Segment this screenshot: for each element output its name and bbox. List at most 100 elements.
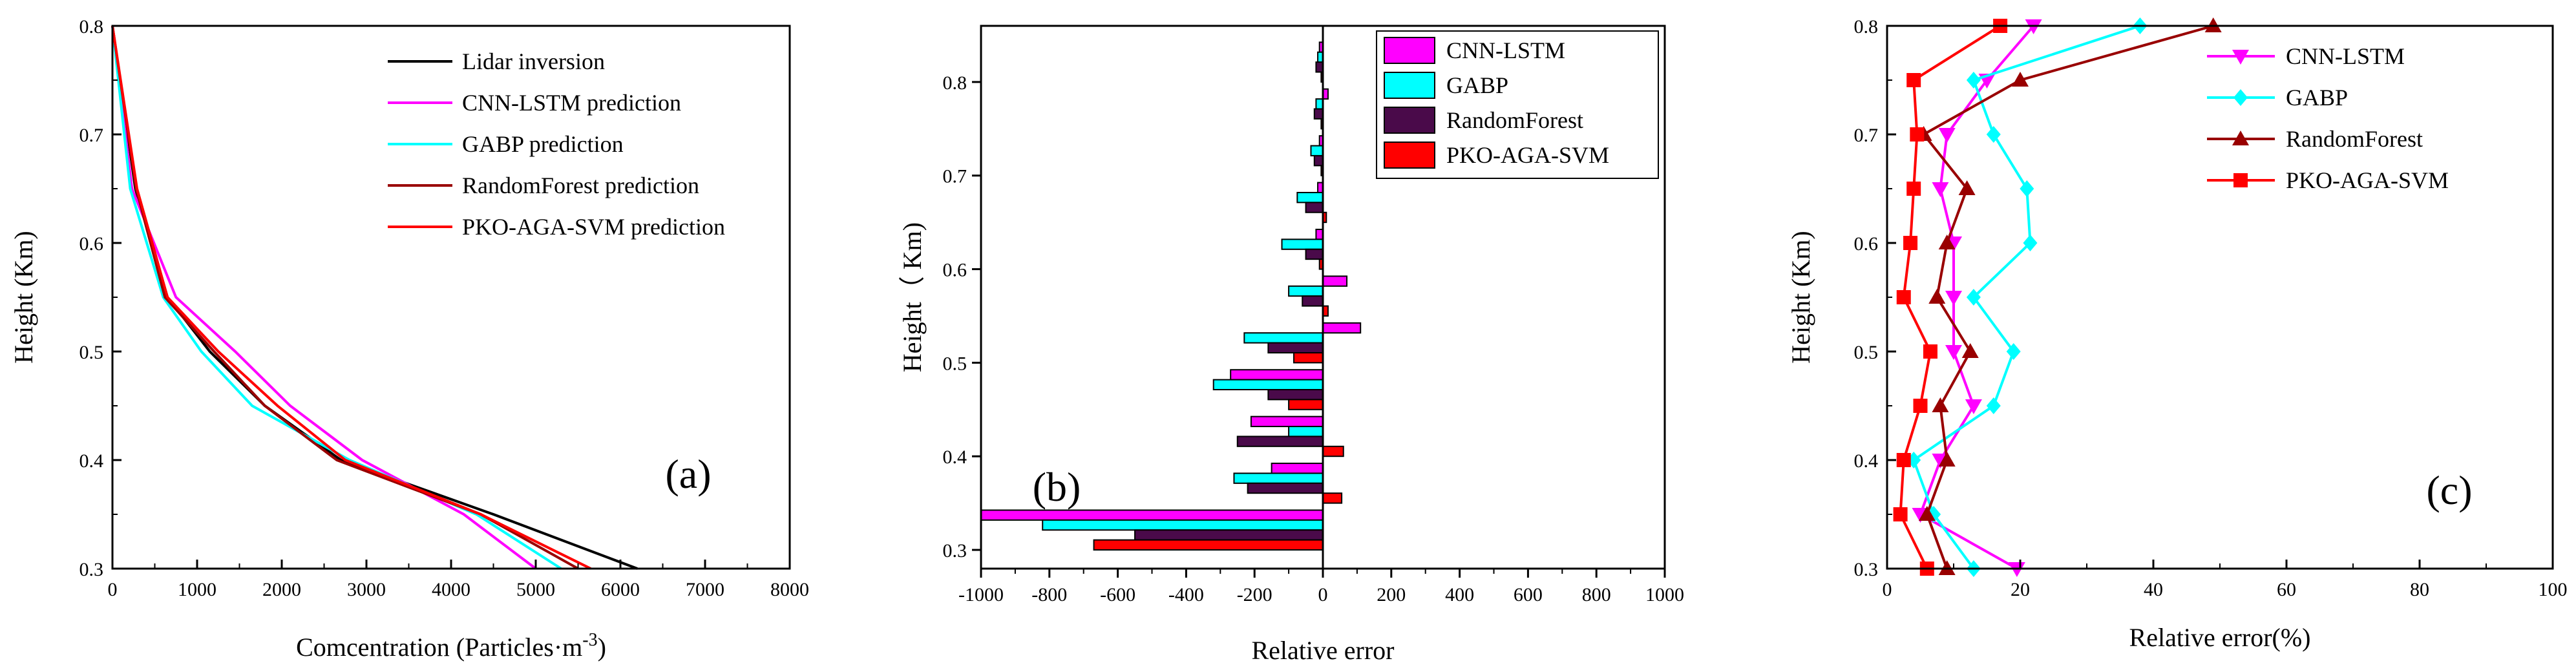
bar: [1093, 539, 1324, 551]
x-tick-label: 80: [2410, 579, 2429, 600]
data-point: [1938, 452, 1956, 467]
data-point: [2023, 235, 2038, 251]
bar: [1322, 275, 1348, 287]
bar: [1313, 108, 1324, 120]
data-point: [2020, 180, 2034, 197]
legend-label: CNN-LSTM: [1446, 37, 1565, 63]
x-tick-label: 100: [2539, 579, 2568, 600]
bar: [1267, 342, 1324, 353]
x-tick-label: 800: [1582, 584, 1611, 605]
x-tick-label: 6000: [601, 579, 640, 600]
data-point: [1896, 453, 1911, 467]
y-tick-label: 0.7: [79, 125, 104, 146]
bar: [1288, 399, 1324, 410]
x-tick-label: 200: [1377, 584, 1406, 605]
bar: [1236, 436, 1324, 447]
data-point: [1938, 128, 1956, 143]
legend-marker: [2232, 50, 2249, 65]
data-point: [1938, 235, 1956, 249]
x-tick-label: 4000: [432, 579, 470, 600]
y-tick-label: 0.4: [79, 450, 104, 472]
y-tick-label: 0.5: [1854, 342, 1879, 363]
legend-label: CNN-LSTM prediction: [462, 90, 681, 116]
data-point: [1906, 73, 1921, 87]
panel-c-x-ticks: 0 20 40 60 80 100: [1883, 560, 2568, 600]
data-point: [1923, 344, 1937, 359]
data-point: [1986, 126, 2001, 143]
panel-a-x-ticks: 0 1000 2000 3000 4000 5000 6000 7000 8000: [108, 560, 809, 600]
bar: [1296, 191, 1324, 204]
bar: [1315, 98, 1324, 110]
data-point: [1893, 507, 1908, 521]
x-tick-label: 20: [2011, 579, 2030, 600]
bar: [1302, 295, 1324, 307]
legend-label: RandomForest: [2286, 126, 2423, 152]
data-point: [1945, 291, 1962, 306]
y-tick-label: 0.4: [943, 446, 967, 468]
bar: [1288, 426, 1324, 437]
panel-a-label: (a): [665, 451, 711, 497]
panel-a-legend: Lidar inversion CNN-LSTM prediction GABP p…: [388, 48, 725, 240]
legend-label: PKO-AGA-SVM: [1446, 142, 1609, 168]
x-tick-label: 60: [2277, 579, 2296, 600]
bar: [1243, 332, 1324, 344]
legend-label: PKO-AGA-SVM: [2286, 167, 2449, 193]
x-tick-label: -800: [1031, 584, 1067, 605]
x-tick-label: 2000: [262, 579, 301, 600]
x-tick-label: 600: [1514, 584, 1543, 605]
panel-c-y-ticks: 0.3 0.4 0.5 0.6 0.7 0.8: [1854, 16, 1896, 580]
y-tick-label: 0.7: [943, 166, 967, 187]
bar: [1322, 492, 1343, 504]
y-tick-label: 0.6: [1854, 233, 1879, 255]
bar: [1293, 352, 1324, 364]
panel-a-series-group: [111, 25, 638, 570]
data-point: [2006, 343, 2021, 360]
data-point: [1966, 72, 1981, 89]
bar: [1281, 238, 1324, 250]
bar: [1212, 379, 1324, 391]
bar: [1250, 415, 1324, 428]
bar: [1042, 519, 1324, 531]
data-point: [1910, 127, 1925, 142]
series-line: [111, 25, 592, 570]
y-tick-label: 0.4: [1854, 450, 1879, 472]
y-tick-label: 0.5: [943, 353, 967, 374]
legend-label: GABP: [2286, 85, 2348, 110]
legend-swatch: [1384, 72, 1435, 99]
series-line: [111, 25, 537, 570]
data-point: [1965, 399, 1982, 414]
data-point: [1961, 343, 1979, 358]
bar: [1267, 389, 1324, 401]
x-tick-label: -1000: [958, 584, 1004, 605]
bar: [1247, 482, 1324, 494]
data-point: [1958, 180, 1976, 195]
panel-c-x-axis-label: Relative error(%): [2129, 623, 2311, 652]
data-point: [1928, 289, 1946, 304]
data-point: [1945, 345, 1962, 360]
x-tick-label: -200: [1237, 584, 1272, 605]
legend-label: Lidar inversion: [462, 48, 605, 74]
legend-label: GABP: [1446, 72, 1508, 98]
x-tick-label: 8000: [770, 579, 809, 600]
legend-label: RandomForest: [1446, 107, 1583, 133]
y-tick-label: 0.8: [943, 72, 967, 94]
x-tick-label: -600: [1100, 584, 1135, 605]
panel-b-y-ticks: 0.3 0.4 0.5 0.6 0.7 0.8: [943, 72, 981, 562]
bar: [1322, 322, 1362, 334]
legend-marker: [2233, 173, 2248, 187]
panel-b-x-ticks: -1000 -800 -600 -400 -200 0 200 400 600 800 1000: [958, 569, 1684, 605]
bar: [1288, 285, 1324, 297]
y-tick-label: 0.8: [1854, 16, 1879, 37]
y-tick-label: 0.7: [1854, 125, 1879, 146]
bar: [1313, 154, 1324, 167]
bar: [1305, 248, 1324, 260]
y-tick-label: 0.3: [943, 540, 967, 562]
bar: [1315, 61, 1324, 73]
legend-swatch: [1384, 107, 1435, 134]
y-tick-label: 0.3: [79, 559, 104, 580]
x-tick-label: 7000: [686, 579, 724, 600]
bar: [980, 509, 1324, 521]
legend-label: RandomForest prediction: [462, 173, 699, 198]
legend-marker: [2233, 89, 2248, 106]
panel-c-legend: CNN-LSTM GABP RandomForest PKO-AGA-SVM: [2207, 43, 2449, 193]
